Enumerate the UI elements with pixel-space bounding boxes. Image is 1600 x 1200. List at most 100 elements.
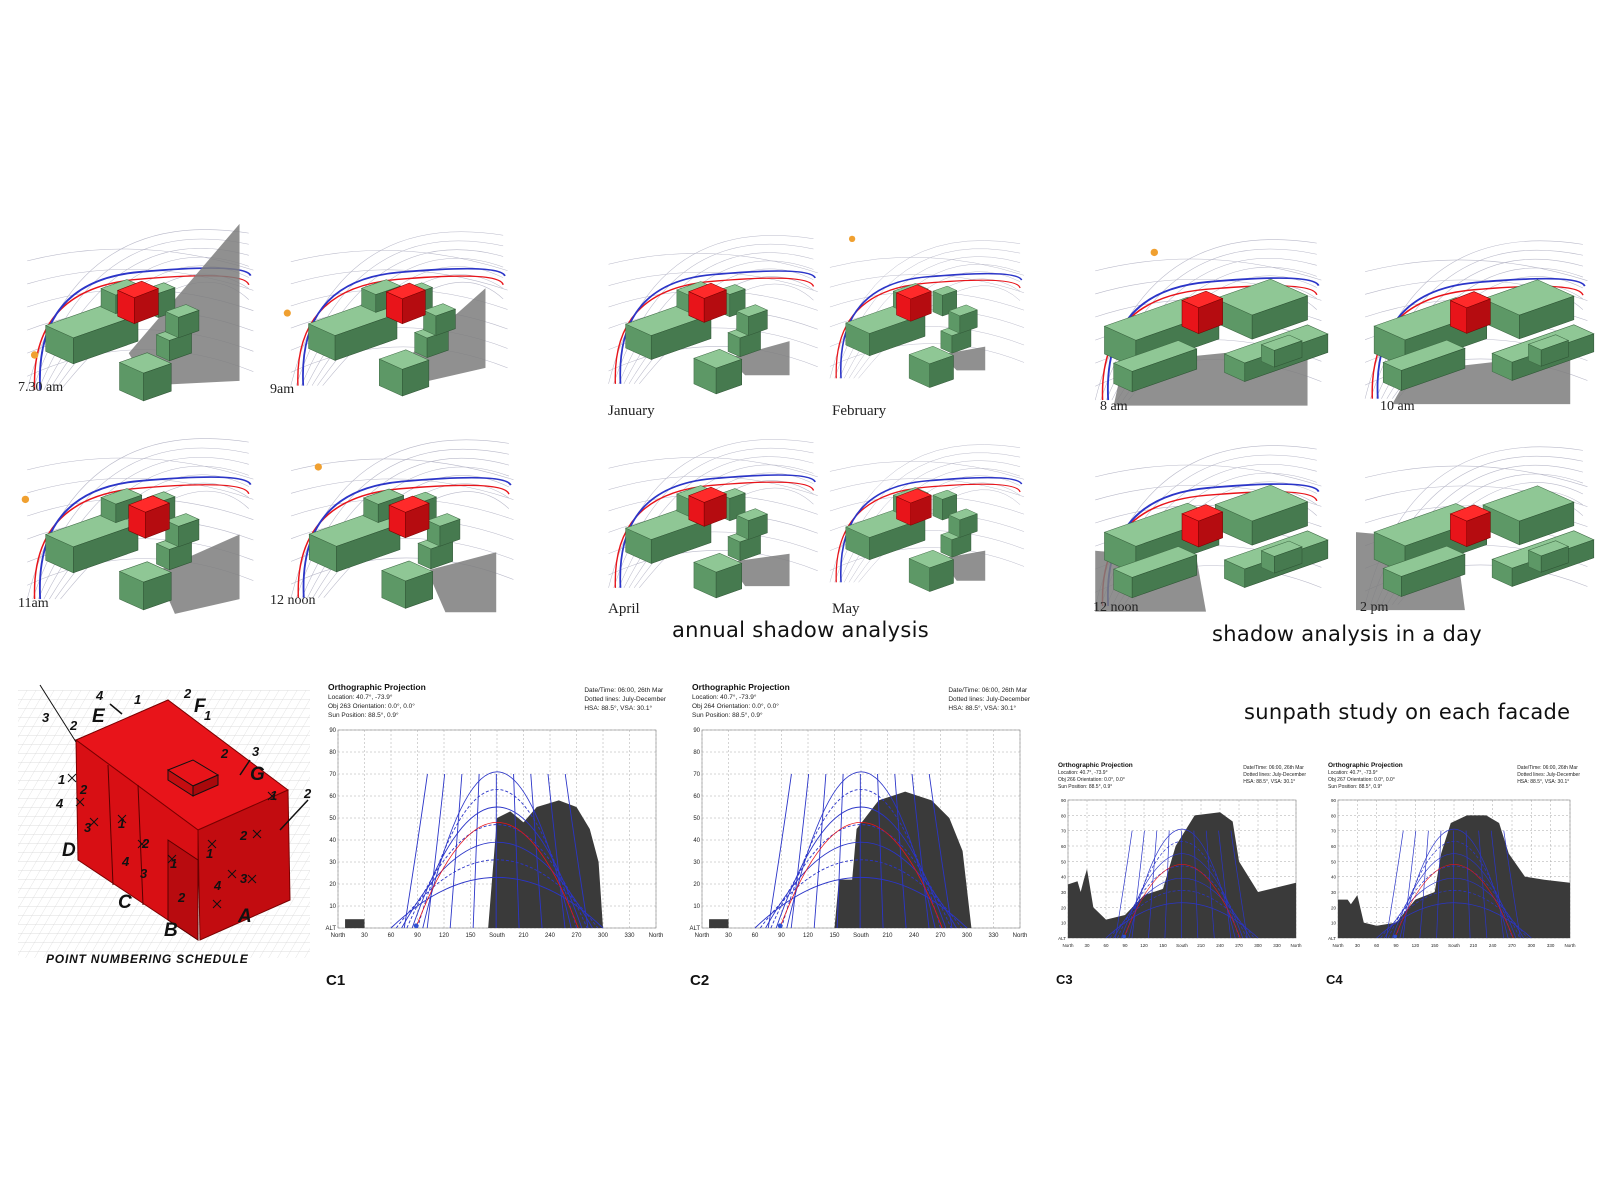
svg-text:2: 2 bbox=[239, 828, 248, 843]
svg-text:1: 1 bbox=[206, 846, 213, 861]
x-tick-label: 240 bbox=[1489, 943, 1497, 948]
x-tick-label: 300 bbox=[1528, 943, 1536, 948]
x-tick-label: North bbox=[1332, 943, 1344, 948]
x-tick-label: South bbox=[489, 933, 505, 939]
y-tick-label: 70 bbox=[329, 772, 336, 778]
y-tick-label: 70 bbox=[1061, 829, 1067, 834]
y-tick-label: 50 bbox=[1331, 859, 1337, 864]
x-tick-label: 30 bbox=[1355, 943, 1361, 948]
x-tick-label: 90 bbox=[414, 933, 421, 939]
chart-title: Orthographic Projection bbox=[692, 682, 790, 692]
chart-meta-left: Location: 40.7°, -73.9° Obj 263 Orientat… bbox=[328, 694, 415, 719]
x-tick-label: 90 bbox=[778, 933, 785, 939]
caption-february: February bbox=[832, 403, 887, 419]
chart-meta-right: Date/Time: 06:00, 26th Mar Dotted lines:… bbox=[1243, 765, 1306, 785]
x-tick-label: 120 bbox=[1140, 943, 1148, 948]
y-tick-label: ALT bbox=[325, 926, 336, 932]
svg-text:2: 2 bbox=[303, 786, 312, 801]
y-tick-label: 80 bbox=[693, 750, 700, 756]
svg-text:4: 4 bbox=[95, 688, 104, 703]
y-tick-label: 20 bbox=[1061, 905, 1067, 910]
y-tick-label: 50 bbox=[1061, 859, 1067, 864]
y-tick-label: 20 bbox=[693, 882, 700, 888]
x-tick-label: 60 bbox=[388, 933, 395, 939]
x-tick-label: 330 bbox=[1547, 943, 1555, 948]
x-tick-label: 30 bbox=[361, 933, 368, 939]
sunpath-plot: North 30 60 90 120 150 South 210 240 270 300 330 Nor… bbox=[689, 728, 1028, 939]
x-tick-label: North bbox=[1062, 943, 1074, 948]
svg-text:4: 4 bbox=[213, 878, 222, 893]
chart-label-c1: C1 bbox=[326, 972, 346, 989]
chart-meta-right: Date/Time: 06:00, 26th Mar Dotted lines:… bbox=[1517, 765, 1580, 785]
x-tick-label: 150 bbox=[1431, 943, 1439, 948]
y-tick-label: ALT bbox=[1328, 936, 1336, 941]
shadow-study-7-30am bbox=[26, 223, 254, 402]
facade-label-d: D bbox=[62, 840, 76, 861]
y-tick-label: 30 bbox=[329, 860, 336, 866]
x-tick-label: 210 bbox=[1197, 943, 1205, 948]
svg-text:2: 2 bbox=[141, 836, 150, 851]
y-tick-label: 90 bbox=[693, 728, 700, 734]
y-tick-label: ALT bbox=[1058, 936, 1066, 941]
day-study-2pm bbox=[1356, 446, 1595, 611]
facade-label-c: C bbox=[118, 892, 132, 913]
facade-label-f: F bbox=[194, 696, 207, 717]
x-tick-label: 30 bbox=[725, 933, 732, 939]
schedule-caption: POINT NUMBERING SCHEDULE bbox=[46, 952, 249, 966]
obstruction-silhouette bbox=[1068, 812, 1296, 938]
chart-label-c3: C3 bbox=[1056, 972, 1073, 987]
y-tick-label: 90 bbox=[329, 728, 336, 734]
caption-10am: 10 am bbox=[1380, 399, 1415, 414]
facade-label-a: A bbox=[237, 906, 252, 927]
caption-8am: 8 am bbox=[1100, 399, 1128, 414]
x-tick-label: 150 bbox=[829, 933, 840, 939]
y-tick-label: 60 bbox=[1331, 844, 1337, 849]
svg-text:4: 4 bbox=[121, 854, 130, 869]
day-study-10am bbox=[1364, 240, 1595, 405]
y-tick-label: 40 bbox=[329, 838, 336, 844]
x-tick-label: 90 bbox=[1122, 943, 1128, 948]
svg-text:1: 1 bbox=[58, 772, 65, 787]
annual-study-april bbox=[608, 439, 818, 599]
x-tick-label: 330 bbox=[988, 933, 999, 939]
x-tick-label: 60 bbox=[1374, 943, 1380, 948]
caption-11am: 11am bbox=[18, 596, 49, 611]
svg-text:2: 2 bbox=[69, 718, 78, 733]
svg-text:1: 1 bbox=[170, 856, 177, 871]
y-tick-label: 10 bbox=[693, 904, 700, 910]
x-tick-label: 270 bbox=[1508, 943, 1516, 948]
caption-2pm: 2 pm bbox=[1360, 600, 1389, 615]
shadow-study-12-noon bbox=[290, 439, 514, 613]
chart-label-c2: C2 bbox=[690, 972, 710, 989]
x-tick-label: South bbox=[1176, 943, 1188, 948]
caption-7-30am: 7.30 am bbox=[18, 380, 64, 395]
svg-text:2: 2 bbox=[79, 782, 88, 797]
x-tick-label: 300 bbox=[962, 933, 973, 939]
annual-study-february bbox=[829, 235, 1025, 388]
caption-12-noon-2: 12 noon bbox=[1093, 600, 1139, 615]
x-tick-label: 30 bbox=[1084, 943, 1090, 948]
svg-text:3: 3 bbox=[42, 710, 50, 725]
x-tick-label: North bbox=[1564, 943, 1576, 948]
y-tick-label: 50 bbox=[693, 816, 700, 822]
x-tick-label: 210 bbox=[882, 933, 893, 939]
svg-text:3: 3 bbox=[140, 866, 148, 881]
caption-january: January bbox=[608, 403, 655, 419]
y-tick-label: 20 bbox=[1331, 905, 1337, 910]
x-tick-label: 210 bbox=[1470, 943, 1478, 948]
x-tick-label: 270 bbox=[1235, 943, 1243, 948]
x-tick-label: South bbox=[1448, 943, 1460, 948]
y-tick-label: 10 bbox=[329, 904, 336, 910]
svg-text:2: 2 bbox=[177, 890, 186, 905]
x-tick-label: 60 bbox=[1103, 943, 1109, 948]
x-tick-label: 120 bbox=[1412, 943, 1420, 948]
x-tick-label: North bbox=[1013, 933, 1028, 939]
sunpath-chart-c2: Orthographic Projection Location: 40.7°,… bbox=[688, 682, 1034, 972]
x-tick-label: 270 bbox=[571, 933, 582, 939]
svg-text:1: 1 bbox=[118, 816, 125, 831]
svg-text:3: 3 bbox=[84, 820, 92, 835]
y-tick-label: 70 bbox=[1331, 829, 1337, 834]
facade-label-g: G bbox=[250, 764, 265, 785]
day-study-12-noon bbox=[1094, 445, 1329, 612]
facade-label-b: B bbox=[164, 920, 178, 941]
